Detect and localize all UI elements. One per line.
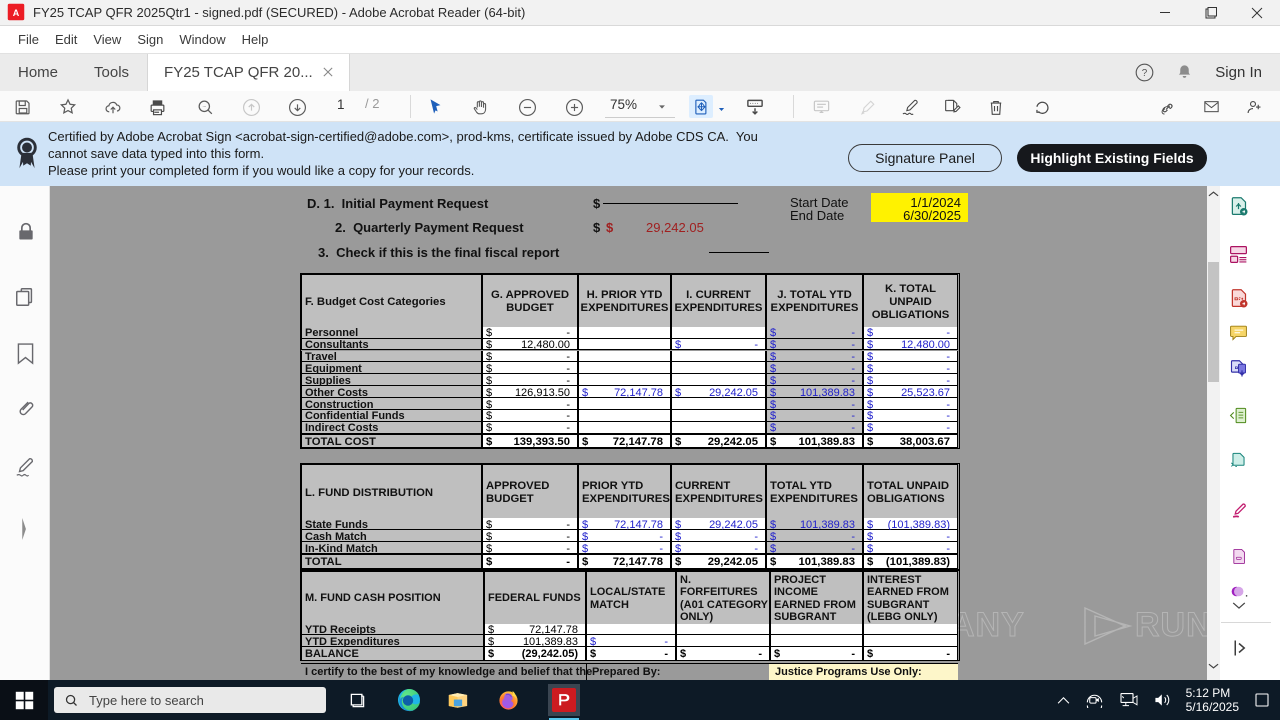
- svg-text:RUN: RUN: [1135, 606, 1207, 644]
- svg-text:ANY: ANY: [950, 606, 1025, 644]
- svg-text:A: A: [13, 7, 20, 17]
- svg-text:?: ?: [1142, 68, 1148, 79]
